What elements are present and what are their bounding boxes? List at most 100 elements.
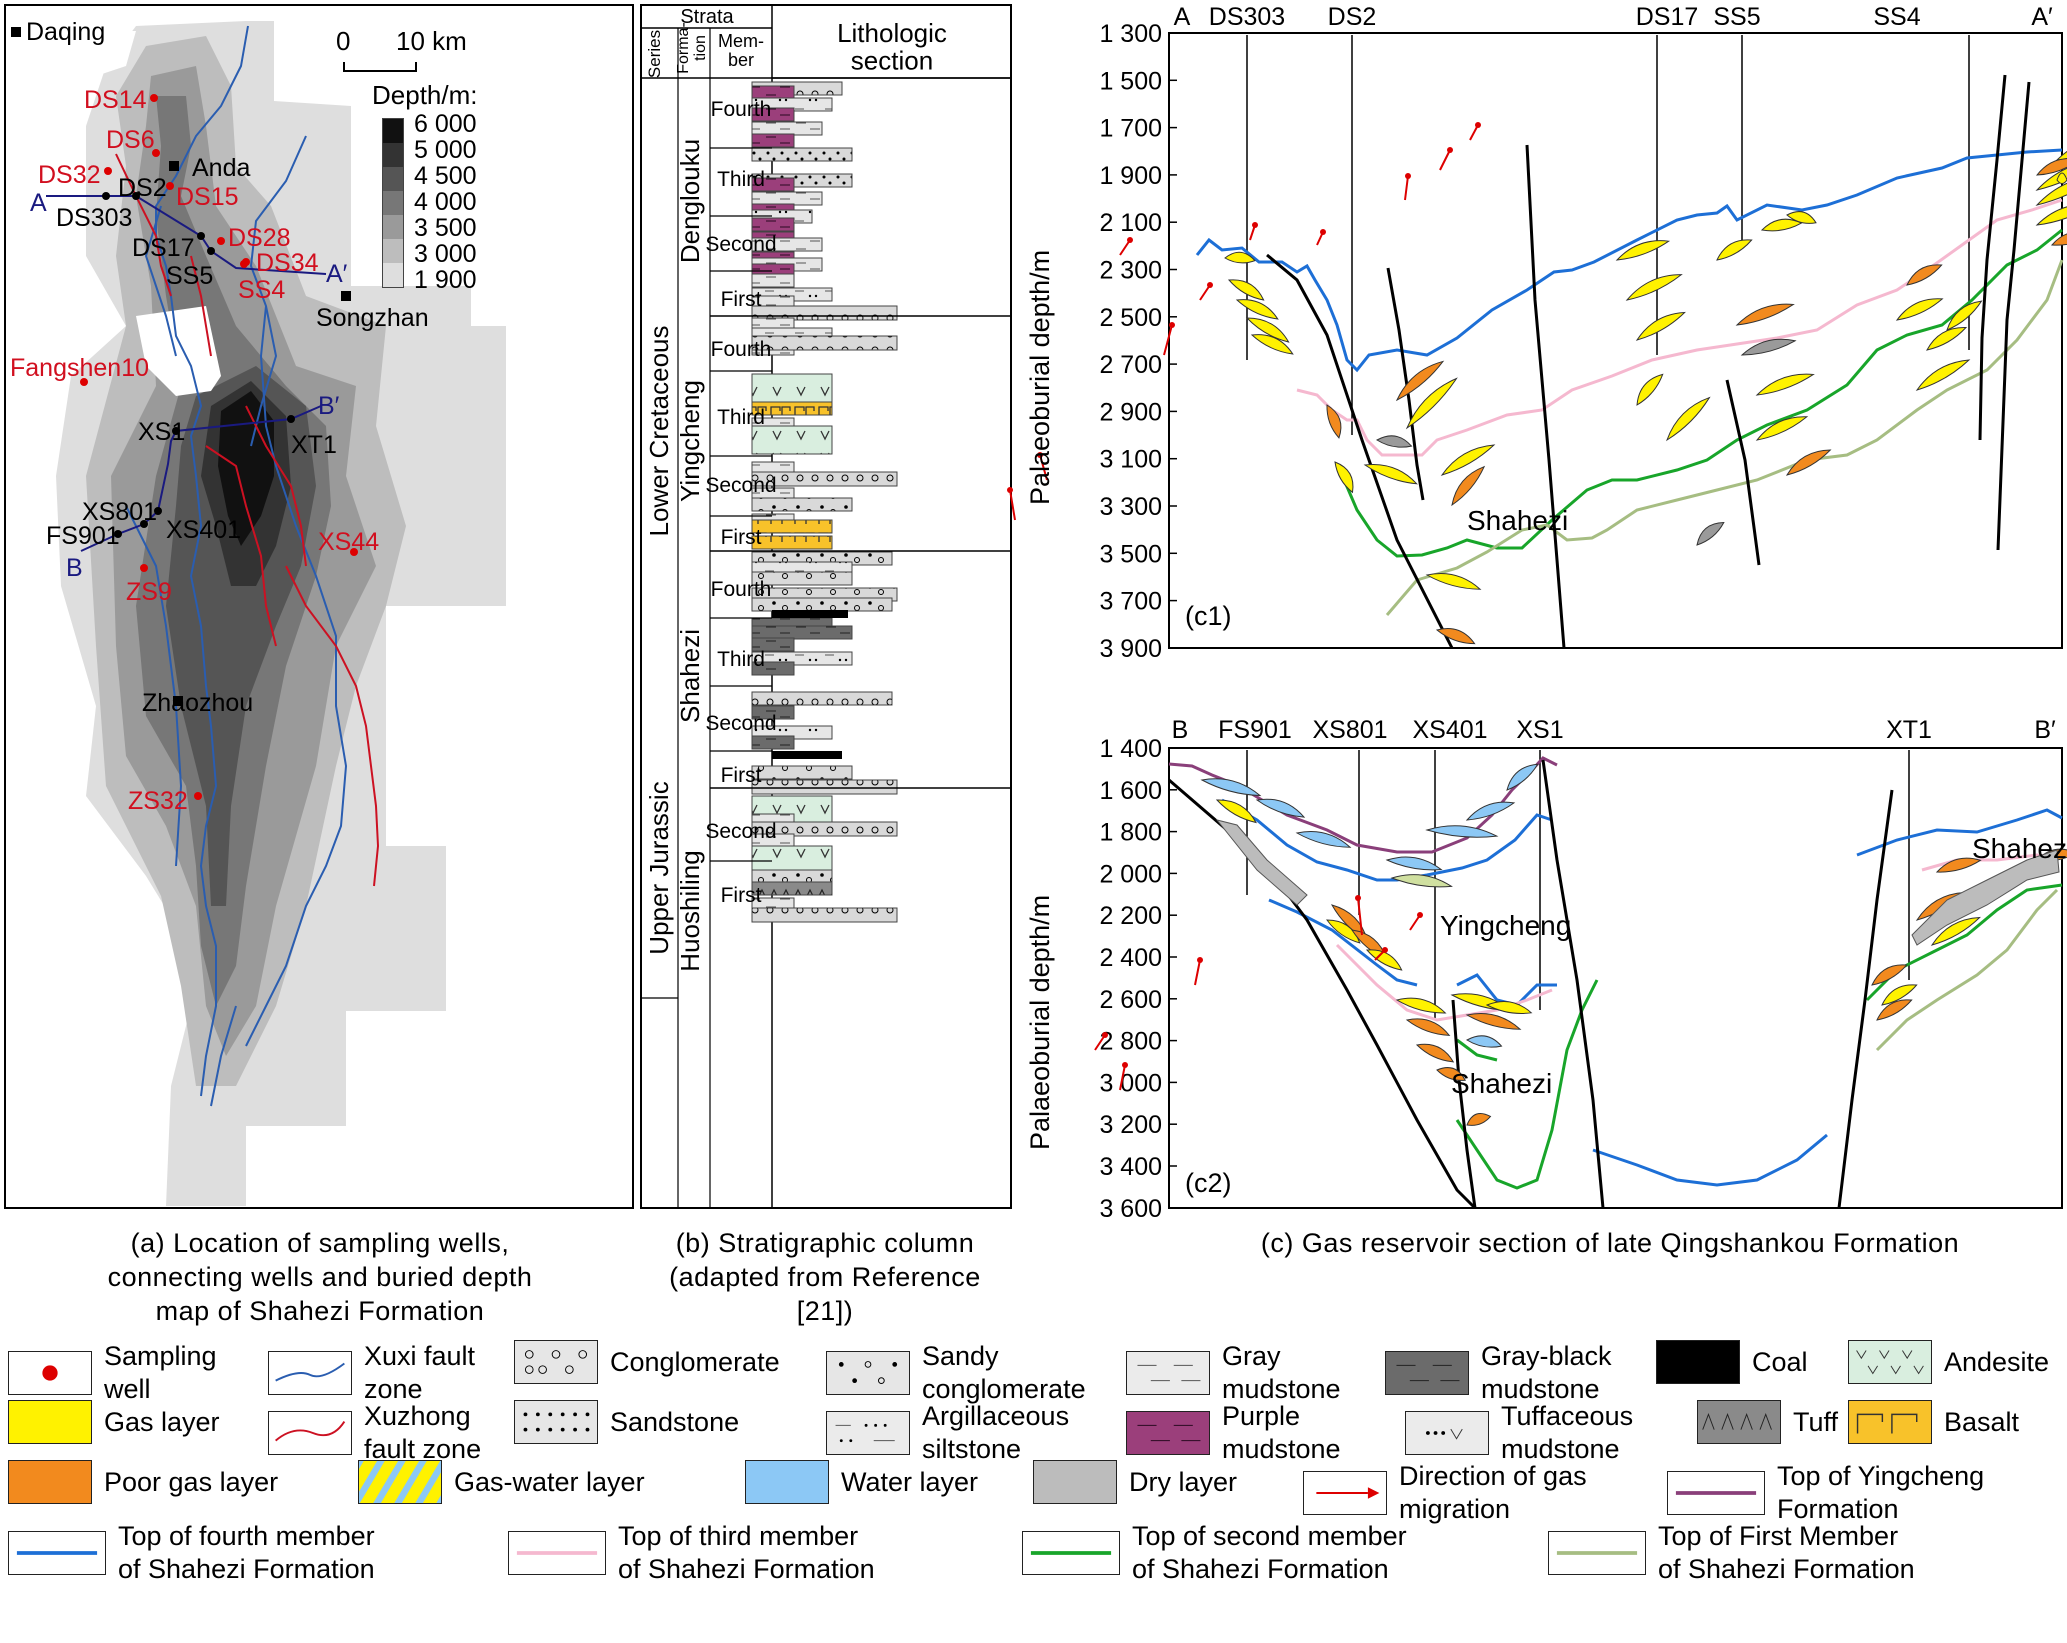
tuffaceous-mudstone-swatch-graphic — [1426, 1428, 1463, 1440]
legend-item-tuff: Tuff — [1697, 1400, 1838, 1444]
gas-migration-arrowhead — [1417, 912, 1423, 918]
reservoir-lens — [1716, 239, 1753, 261]
stratigraphic-column-panel: Strata Series Forma-tion Mem-ber Lithologic s… — [640, 4, 1012, 1209]
caption-b: (b) Stratigraphic column (adapted from R… — [669, 1228, 981, 1326]
gas-migration-arrow — [1039, 454, 1048, 481]
lith-bed — [751, 691, 893, 706]
y-tick-label: 2 500 — [1099, 304, 1162, 332]
gas-migration-arrowhead — [1447, 147, 1453, 153]
reservoir-lens — [1930, 916, 1981, 946]
reservoir-lens — [1465, 801, 1516, 821]
dry-layer-swatch-graphic — [1034, 1461, 1116, 1503]
reservoir-lens — [1295, 830, 1352, 848]
y-tick-label: 1 700 — [1099, 115, 1162, 143]
gas-migration-arrowhead — [1382, 947, 1388, 953]
well-label: FS901 — [1218, 716, 1292, 744]
member-label: First — [721, 884, 762, 907]
tuff-swatch-graphic — [1702, 1413, 1772, 1430]
legend-label: Argillaceous siltstone — [922, 1401, 1070, 1464]
member-label: First — [721, 764, 762, 787]
section-c2-faults — [1168, 759, 1894, 1210]
reservoir-lens — [1235, 299, 1279, 320]
y-tick-label: 1 300 — [1099, 20, 1162, 48]
xuzhong-fault-swatch-graphic — [275, 1421, 346, 1442]
gas-migration-arrow — [1119, 239, 1131, 256]
depth-value-label: 1 900 — [414, 266, 477, 294]
legend-item-top-yingcheng: Top of Yingcheng Formation — [1667, 1460, 1984, 1526]
legend-label: Coal — [1752, 1346, 1808, 1377]
section-c2-frame — [1168, 747, 2063, 1209]
depth-value-label: 5 000 — [414, 136, 477, 164]
legend-item-purple-mudstone: Purple mudstone — [1126, 1400, 1341, 1466]
legend-label: Andesite — [1944, 1346, 2050, 1377]
lith-bed — [751, 497, 853, 512]
section-end-b: B — [66, 554, 83, 582]
y-tick-label: 2 800 — [1099, 1028, 1162, 1056]
gas-migration-arrow — [1094, 1034, 1106, 1051]
sampling-well-label: DS14 — [84, 86, 147, 114]
lith-bed — [751, 471, 898, 487]
section-c1-yaxis: 1 300 1 500 1 700 1 900 2 100 2 300 2 500 2 700… — [1099, 20, 1177, 663]
legend-item-gray-mudstone: Gray mudstone — [1126, 1340, 1341, 1406]
legend-swatch — [1697, 1400, 1781, 1444]
horizon-top-fourth — [1195, 148, 2063, 373]
legend-label: Sampling well — [104, 1341, 217, 1404]
depth-color-step — [383, 167, 403, 191]
legend-item-coal: Coal — [1656, 1340, 1808, 1384]
depth-legend-title: Depth/m: — [372, 80, 478, 110]
section-c2: 1 400 1 600 1 800 2 000 2 200 2 400 2 600 2 800… — [1025, 716, 2067, 1220]
well-label: XT1 — [1886, 716, 1932, 744]
map-blank-area — [16, 31, 136, 76]
reservoir-lens — [1635, 311, 1686, 341]
y-tick-label: 1 600 — [1099, 777, 1162, 805]
gas-migration-arrow — [1357, 897, 1363, 936]
well-label: B — [1172, 716, 1189, 744]
legend-swatch — [826, 1351, 910, 1395]
connecting-well-label: DS17 — [132, 234, 195, 262]
section-c1-wells: A DS303 DS2 DS17 SS5 SS4 A′ — [1174, 3, 2053, 435]
legend-item-sampling-well: Sampling well — [8, 1340, 217, 1406]
depth-color-step — [383, 239, 403, 263]
reservoir-lens — [1425, 572, 1482, 590]
coal-bed — [772, 751, 842, 759]
migration-arrow-swatch-graphic — [1316, 1487, 1380, 1499]
y-tick-label: 3 000 — [1099, 1069, 1162, 1097]
reservoir-lens — [1785, 449, 1832, 476]
header-strata: Strata — [680, 6, 734, 28]
legend-item-conglomerate: Conglomerate — [514, 1340, 780, 1384]
lith-bed — [751, 401, 833, 416]
well-label: DS303 — [1209, 3, 1285, 31]
reservoir-lens — [1363, 463, 1418, 485]
reservoir-lens — [1935, 857, 1982, 873]
member-label: Second — [705, 474, 776, 497]
city-marker — [169, 161, 179, 171]
gas-migration-arrowhead — [1475, 122, 1481, 128]
reservoir-lens — [1666, 396, 1711, 442]
reservoir-lens — [1385, 856, 1443, 871]
reservoir-lens — [1755, 373, 1815, 396]
scale-zero: 0 — [336, 26, 351, 56]
sampling-well-label: DS15 — [176, 183, 239, 211]
y-tick-label: 1 900 — [1099, 162, 1162, 190]
depth-color-bar — [382, 118, 404, 288]
legend-swatch — [1848, 1400, 1932, 1444]
legend-item-sandy-conglomerate: Sandy conglomerate — [826, 1340, 1086, 1406]
reservoir-lens — [1390, 874, 1453, 888]
reservoir-lens — [1636, 373, 1664, 406]
reservoir-lens — [1405, 377, 1458, 430]
legend-swatch — [826, 1411, 910, 1455]
sandstone-swatch-graphic — [523, 1412, 590, 1432]
header-lithologic: Lithologic section — [837, 18, 947, 75]
section-c2-ylabel: Palaeoburial depth/m — [1025, 895, 1055, 1150]
reservoir-lens — [1506, 763, 1539, 791]
connecting-well-label: DS303 — [56, 204, 133, 232]
sampling-well-marker — [104, 167, 112, 175]
gas-migration-arrowhead — [1122, 1062, 1128, 1068]
legend-item-migration-arrow: Direction of gas migration — [1303, 1460, 1587, 1526]
legend-item-top-first: Top of First Member of Shahezi Formation — [1548, 1520, 1915, 1586]
legend-label: Dry layer — [1129, 1466, 1238, 1497]
section-c1-ylabel: Palaeoburial depth/m — [1025, 250, 1055, 505]
reservoir-lens — [2056, 172, 2067, 184]
y-tick-label: 3 500 — [1099, 540, 1162, 568]
legend-swatch — [268, 1411, 352, 1455]
